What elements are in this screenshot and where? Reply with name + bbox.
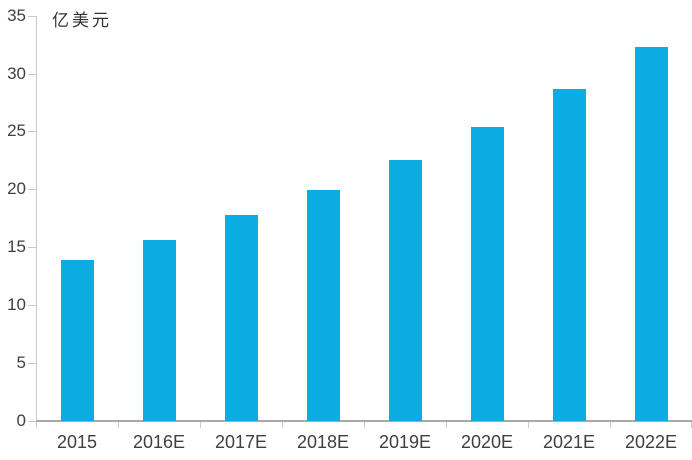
x-axis-baseline	[36, 420, 692, 422]
y-axis-title: 亿美元	[52, 11, 112, 30]
y-tick-label: 15	[7, 237, 26, 257]
y-tick-label: 35	[7, 5, 26, 25]
y-tick-label: 20	[7, 179, 26, 199]
x-tick-mark	[364, 422, 365, 428]
x-tick-label-2020E: 2020E	[460, 432, 514, 452]
x-tick-mark	[118, 422, 119, 428]
y-tick-label: 10	[7, 295, 26, 315]
bar-2022E	[634, 46, 668, 421]
x-tick-label-2021E: 2021E	[542, 432, 596, 452]
x-tick-label-2019E: 2019E	[378, 432, 432, 452]
x-tick-mark	[446, 422, 447, 428]
bar-2015	[60, 259, 94, 421]
x-tick-mark	[200, 422, 201, 428]
y-tick-label: 30	[7, 63, 26, 83]
x-tick-label-2022E: 2022E	[624, 432, 678, 452]
y-tick-mark	[28, 363, 36, 365]
y-tick-label: 25	[7, 121, 26, 141]
x-tick-mark	[528, 422, 529, 428]
y-tick-mark	[28, 73, 36, 75]
x-tick-mark	[610, 422, 611, 428]
x-tick-label-2018E: 2018E	[296, 432, 350, 452]
y-tick-mark	[28, 421, 36, 422]
x-tick-mark	[282, 422, 283, 428]
bar-2020E	[470, 126, 504, 421]
bar-2021E	[552, 88, 586, 421]
bar-2016E	[142, 240, 176, 421]
bar-2017E	[224, 214, 258, 421]
x-tick-label-2015: 2015	[56, 432, 98, 452]
bar-2018E	[306, 190, 340, 421]
bar-2019E	[388, 160, 422, 421]
y-tick-label: 0	[16, 411, 26, 430]
x-tick-label-2016E: 2016E	[132, 432, 186, 452]
y-tick-label: 5	[16, 353, 26, 373]
y-tick-mark	[28, 247, 36, 249]
y-tick-mark	[28, 305, 36, 307]
y-axis-line	[36, 15, 37, 421]
y-tick-mark	[28, 131, 36, 133]
x-tick-mark	[36, 422, 37, 428]
y-tick-mark	[28, 15, 36, 17]
x-tick-label-2017E: 2017E	[214, 432, 268, 452]
y-tick-mark	[28, 189, 36, 191]
